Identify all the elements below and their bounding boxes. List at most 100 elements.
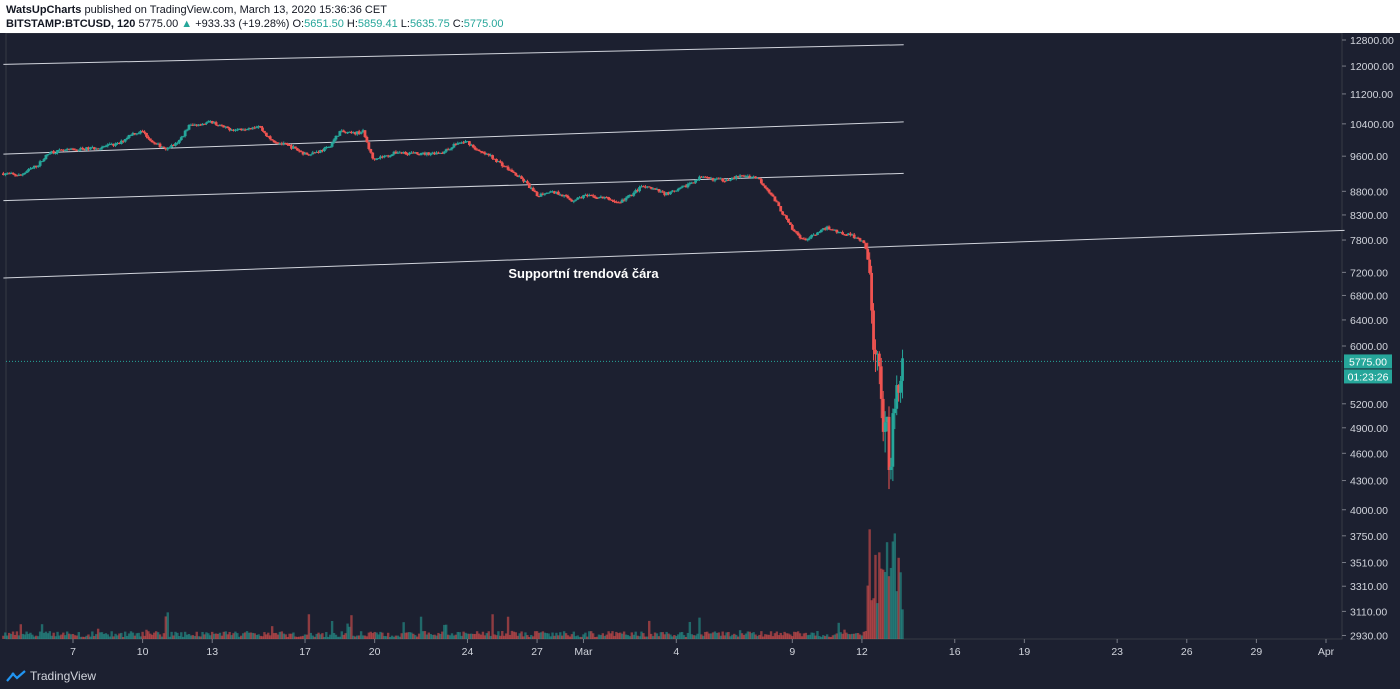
volume-bar (576, 635, 579, 639)
volume-bar (435, 635, 438, 639)
price-chart[interactable]: Supportní trendová čára 12800.00 12000.00… (0, 33, 1400, 665)
volume-bar (357, 635, 361, 639)
volume-bar (125, 635, 129, 639)
candle-body (750, 176, 754, 178)
candle-body (205, 122, 208, 124)
symbol-label[interactable]: BITSTAMP:BTCUSD, 120 (6, 18, 136, 30)
trendlines[interactable] (3, 44, 1345, 279)
volume-bar (530, 635, 533, 639)
candle-body (576, 197, 580, 200)
volume-bar (785, 633, 788, 639)
volume-bar (827, 636, 831, 639)
volume-bar (812, 632, 815, 639)
volume-bar (456, 631, 459, 639)
volume-bar (160, 636, 164, 639)
candle-body (295, 148, 299, 151)
volume-bar (557, 635, 560, 639)
candle-body (116, 142, 119, 144)
candle-body (545, 192, 549, 194)
volume-bar (292, 632, 295, 639)
volume-bar (334, 634, 338, 639)
candle-body (640, 186, 643, 188)
volume-bar (79, 636, 82, 639)
volume-bar (174, 631, 177, 639)
candle-body (481, 152, 485, 154)
candle-body (566, 196, 570, 199)
candle-body (110, 143, 114, 145)
volume-bar (852, 633, 856, 639)
volume-bar (319, 634, 322, 639)
candle-body (36, 165, 40, 167)
volume-bar (466, 633, 469, 639)
volume-bar (4, 632, 7, 639)
candle-body (843, 234, 846, 236)
volume-bar (835, 633, 838, 639)
candle-body (189, 124, 193, 126)
volume-bar (255, 634, 258, 639)
candle-body (5, 173, 9, 175)
candle-body (543, 193, 547, 195)
volume-bar (659, 632, 663, 639)
volume-bar (301, 635, 305, 639)
volume-bar (241, 633, 245, 639)
candle-body (79, 147, 83, 150)
volume-bar (100, 632, 104, 639)
volume-bar (162, 633, 166, 639)
candle-body (141, 131, 145, 133)
volume-bar (880, 568, 883, 639)
candle-body (127, 134, 131, 138)
candle-body (139, 131, 143, 134)
volume-bar (340, 631, 343, 639)
volume-bar (383, 635, 386, 639)
candle-body (65, 148, 69, 150)
candle-body (845, 234, 848, 236)
volume-bar (597, 634, 601, 639)
author-name[interactable]: WatsUpCharts (6, 4, 82, 16)
candle-body (152, 142, 156, 144)
volume-bar (677, 634, 680, 639)
volume-bar (808, 634, 811, 639)
ohlc-legend: BITSTAMP:BTCUSD, 120 5775.00 ▲ +933.33 (… (6, 17, 504, 31)
volume-bar (54, 636, 57, 639)
candle-body (177, 140, 181, 143)
volume-bar (874, 554, 877, 639)
volume-bar (816, 631, 819, 639)
change-value: +933.33 (+19.28%) (195, 18, 290, 30)
candle-body (135, 133, 139, 135)
volume-bar (29, 632, 32, 639)
volume-bar (591, 633, 595, 639)
volume-bar (195, 631, 198, 639)
volume-bar (274, 632, 278, 639)
candle-body (313, 152, 317, 154)
low-label: L: (400, 18, 410, 30)
annotation-layer[interactable]: Supportní trendová čára (508, 266, 659, 281)
candle-body (417, 153, 421, 156)
candle-body (276, 142, 280, 144)
candle-body (798, 235, 802, 239)
candle-body (804, 238, 808, 241)
volume-bar (83, 636, 86, 639)
volume-bar (765, 634, 769, 639)
candle-body (444, 149, 448, 152)
tradingview-logo[interactable]: TradingView (6, 669, 96, 683)
candle-body (114, 143, 117, 146)
candle-body (398, 152, 402, 154)
candle-body (25, 171, 28, 173)
time-axis[interactable]: 7 10 13 17 20 24 27 Mar 4 9 12 16 19 23 26 29 Apr (70, 639, 1335, 658)
volume-bar (60, 634, 63, 639)
candle-body (257, 126, 261, 128)
candle-body (645, 186, 649, 188)
candle-body (829, 229, 833, 231)
candle-body (860, 240, 864, 242)
y-tick-label: 5200.00 (1350, 399, 1388, 411)
candle-body (48, 153, 52, 155)
candle-body (340, 130, 344, 132)
candle-body (201, 123, 204, 126)
x-tick-label: 23 (1111, 646, 1123, 658)
price-axis[interactable]: 12800.00 12000.00 11200.00 10400.00 9600.00 8… (1342, 35, 1394, 642)
volume-bar (296, 636, 299, 639)
candle-body (582, 195, 585, 199)
candle-body (524, 181, 527, 183)
candle-body (721, 178, 725, 182)
x-tick-label: 10 (137, 646, 149, 658)
